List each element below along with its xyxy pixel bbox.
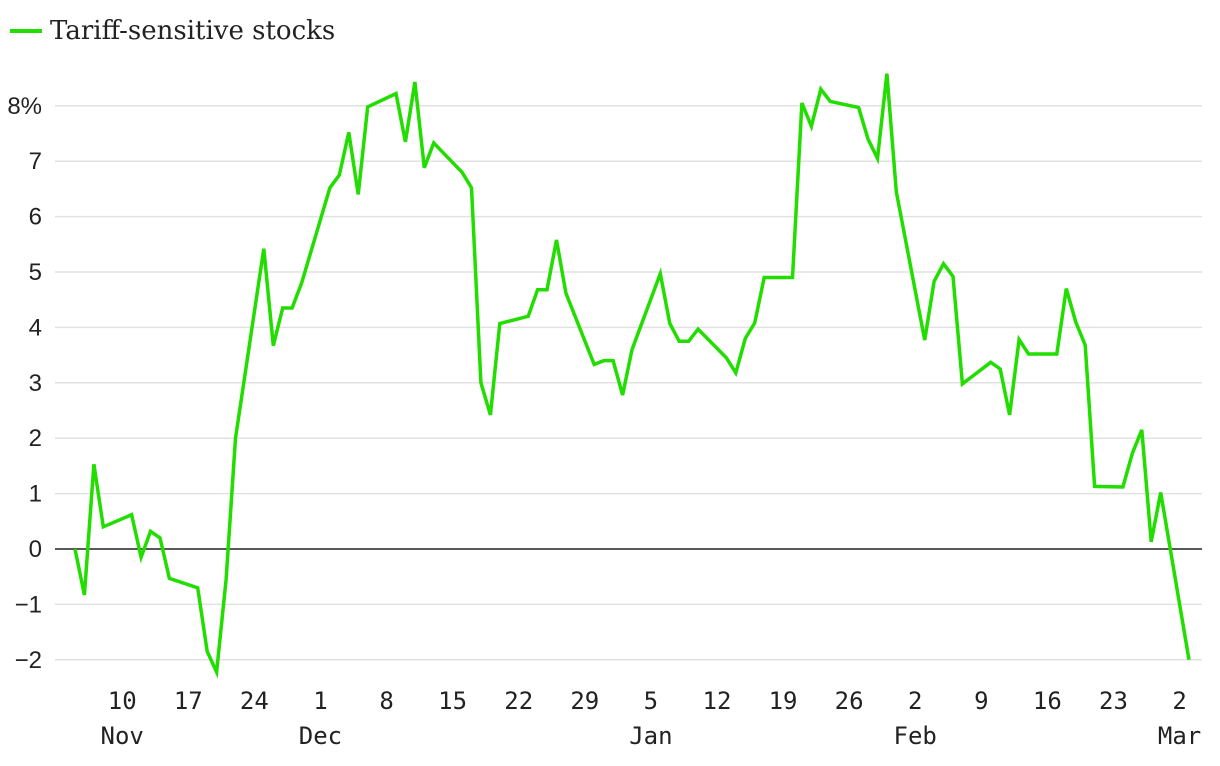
x-tick-label: 12 <box>703 687 732 715</box>
x-tick-label: 5 <box>644 687 658 715</box>
y-tick-label: 7 <box>29 148 42 175</box>
y-tick-label: 5 <box>29 259 42 286</box>
series-line <box>73 73 1191 679</box>
x-tick-label: 26 <box>835 687 864 715</box>
y-axis: −2 −1 0 1 2 3 4 5 6 7 8% <box>7 93 42 674</box>
x-tick-label: 19 <box>769 687 798 715</box>
x-tick-label: 9 <box>974 687 988 715</box>
y-tick-label: 2 <box>29 425 42 452</box>
x-tick-label: 29 <box>570 687 599 715</box>
y-tick-label: 8% <box>7 93 42 120</box>
x-tick-label: 2 <box>1172 687 1186 715</box>
x-tick-label: 23 <box>1099 687 1128 715</box>
x-tick-label: 24 <box>240 687 269 715</box>
x-tick-label: 22 <box>504 687 533 715</box>
x-axis: 10 Nov 17 24 1 Dec 8 15 22 29 5 Jan 12 19 26 2 Feb 9 16 23 2… <box>101 687 1202 750</box>
grid-lines <box>55 105 1202 661</box>
legend: Tariff-sensitive stocks <box>10 16 335 46</box>
y-tick-label: 4 <box>29 314 42 341</box>
x-tick-label: 1 <box>313 687 327 715</box>
y-tick-label: 0 <box>29 536 42 563</box>
x-tick-label: 15 <box>438 687 467 715</box>
y-tick-label: 1 <box>29 481 42 508</box>
series-group <box>73 73 1191 679</box>
x-month-label: Feb <box>894 722 937 750</box>
x-tick-label: 16 <box>1033 687 1062 715</box>
y-tick-label: 6 <box>29 204 42 231</box>
x-tick-label: 10 <box>108 687 137 715</box>
x-month-label: Mar <box>1158 722 1201 750</box>
y-tick-label: −2 <box>15 647 42 674</box>
x-tick-label: 2 <box>908 687 922 715</box>
x-tick-label: 17 <box>174 687 203 715</box>
y-tick-label: −1 <box>15 591 42 618</box>
x-month-label: Jan <box>629 722 672 750</box>
x-tick-label: 8 <box>379 687 393 715</box>
legend-label: Tariff-sensitive stocks <box>50 16 335 46</box>
x-month-label: Dec <box>299 722 342 750</box>
x-month-label: Nov <box>101 722 144 750</box>
y-tick-label: 3 <box>29 370 42 397</box>
